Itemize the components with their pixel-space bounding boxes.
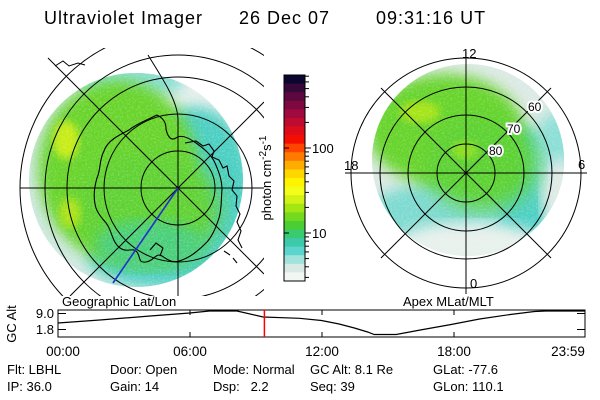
- colorbar-cell: [284, 203, 305, 213]
- spacecraft-track: [112, 187, 179, 284]
- colorbar-cell: [284, 220, 305, 230]
- colorbar-cell: [284, 117, 305, 127]
- colorbar-cell: [284, 186, 305, 196]
- status-glon: GLon: 110.1: [433, 379, 504, 394]
- meridian-line: [47, 57, 264, 275]
- antarctica-coastline: [93, 114, 243, 264]
- gc-alt-timeline: Geographic Lat/Lon Apex MLat/MLT GC Alt …: [4, 294, 586, 359]
- colorbar: 100 10 photon cm-2s-1: [258, 74, 334, 282]
- colorbar-tick-label-100: 100: [312, 141, 334, 156]
- colorbar-unit-label: photon cm-2s-1: [258, 135, 274, 220]
- colorbar-cell: [284, 83, 305, 93]
- gc-alt-curve: [57, 310, 585, 336]
- ice-shelf-notch: [149, 242, 164, 257]
- mlt-label-6: 6: [578, 157, 585, 172]
- colorbar-cell: [284, 195, 305, 205]
- timeline-left-title: Geographic Lat/Lon: [62, 294, 176, 309]
- coastline-fragment: [54, 60, 86, 67]
- geographic-uv-image: [29, 73, 243, 287]
- colorbar-cell: [284, 109, 305, 119]
- colorbar-cell: [284, 229, 305, 239]
- colorbar-cell: [284, 143, 305, 153]
- timeline-ylabel: GC Alt: [4, 305, 19, 343]
- colorbar-cell: [284, 135, 305, 145]
- ytick-9: 9.0: [36, 306, 54, 321]
- mlat-label-80: 80: [489, 144, 503, 158]
- status-gc-alt: GC Alt: 8.1 Re: [310, 362, 394, 377]
- meridian-line: [69, 101, 264, 296]
- mlt-spoke-diagonal: [380, 87, 552, 259]
- colorbar-cell: [284, 255, 305, 265]
- colorbar-cell: [284, 263, 305, 273]
- xtick-2359: 23:59: [551, 344, 585, 359]
- status-gain: Gain: 14: [110, 379, 160, 394]
- colorbar-cell: [284, 212, 305, 222]
- app-title: Ultraviolet Imager: [44, 8, 204, 28]
- status-door: Door: Open: [110, 362, 178, 377]
- colorbar-cells: [284, 75, 305, 282]
- colorbar-border: [283, 74, 306, 282]
- mlt-label-0: 0: [470, 276, 477, 291]
- xtick-0600: 06:00: [173, 344, 207, 359]
- coastal-islands: [223, 250, 238, 264]
- colorbar-cell: [284, 75, 305, 84]
- status-seq: Seq: 39: [310, 379, 355, 394]
- status-mode: Mode: Normal: [213, 362, 295, 377]
- image-noise: [29, 73, 243, 287]
- apex-grid: [345, 52, 587, 294]
- colorbar-cell: [284, 160, 305, 170]
- xtick-1800: 18:00: [437, 344, 471, 359]
- image-time: 09:31:16 UT: [376, 8, 487, 28]
- mlat-label-60: 60: [528, 100, 542, 114]
- geographic-grid: [19, 48, 264, 296]
- colorbar-cell: [284, 246, 305, 256]
- colorbar-cell: [284, 238, 305, 248]
- geographic-map: [19, 48, 264, 296]
- colorbar-cell: [284, 152, 305, 162]
- apex-map: 12 18 6 0 80 70 60: [344, 46, 587, 294]
- mlat-label-70: 70: [507, 122, 521, 136]
- timeline-xticks: 00:00 06:00 12:00 18:00 23:59: [46, 344, 585, 359]
- colorbar-cell: [284, 272, 305, 282]
- ytick-1.8: 1.8: [36, 322, 54, 337]
- mlt-label-12: 12: [462, 46, 476, 61]
- timeline-ticks: [58, 310, 585, 337]
- colorbar-cell: [284, 100, 305, 110]
- peninsula-coast: [184, 140, 243, 249]
- colorbar-cell: [284, 178, 305, 187]
- colorbar-tick-label-10: 10: [312, 226, 326, 241]
- status-ip: IP: 36.0: [7, 379, 52, 394]
- status-dsp: Dsp: 2.2: [213, 379, 269, 394]
- image-date: 26 Dec 07: [239, 8, 331, 28]
- meridian-line: [147, 54, 179, 296]
- colorbar-cell: [284, 92, 305, 102]
- colorbar-ticks: [284, 75, 311, 278]
- xtick-0000: 00:00: [46, 344, 80, 359]
- colorbar-cell: [284, 126, 305, 136]
- status-glat: GLat: -77.6: [433, 362, 499, 377]
- mlt-label-18: 18: [344, 158, 358, 173]
- status-filter: Flt: LBHL: [7, 362, 62, 377]
- colorbar-cell: [284, 169, 305, 179]
- apex-uv-image: [372, 64, 564, 256]
- xtick-1200: 12:00: [305, 344, 339, 359]
- image-noise: [372, 64, 564, 256]
- apex-labels: 12 18 6 0 80 70 60: [344, 46, 585, 291]
- timeline-right-title: Apex MLat/MLT: [403, 294, 494, 309]
